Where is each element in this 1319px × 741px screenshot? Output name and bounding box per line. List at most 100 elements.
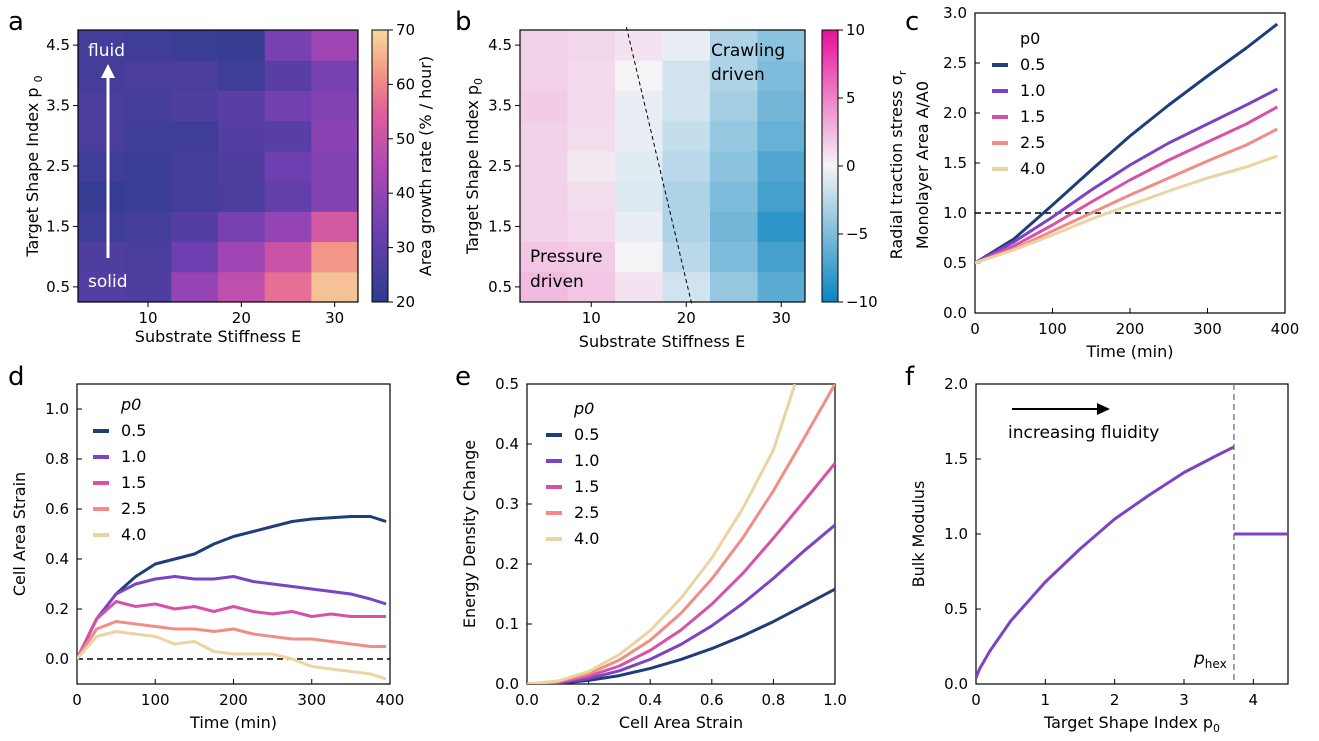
legend-label: 0.5 [1020,55,1045,74]
legend-label: 4.0 [574,529,599,548]
y-tick-label: 1.5 [488,217,512,235]
crawling-annotation-line2: driven [711,65,765,85]
y-tick-label: 3.0 [943,4,967,22]
y-tick-label: 2.0 [944,375,968,393]
heatmap-b-colorbar: −10 −5 0 5 10 [821,21,878,311]
heatmap-cell [757,60,806,91]
heatmap-cell [615,241,663,273]
panel-label-a: a [8,7,24,37]
colorbar-tick-label: 30 [396,239,415,257]
legend-label: 4.0 [121,525,146,544]
series-line-2.5 [77,620,387,660]
heatmap-cell [311,241,359,273]
heatmap-cell [218,211,266,243]
pressure-annotation-line2: driven [530,272,584,292]
legend-label: 1.0 [574,451,599,470]
heatmap-cell [662,60,711,91]
heatmap-cell [757,120,806,152]
x-tick-label: 100 [141,691,170,709]
heatmap-cell [78,30,126,61]
legend-label: 2.5 [121,499,146,518]
panel-b: 10 20 30 0.5 1.5 2.5 3.5 4.5 Crawling driven Pr… [463,21,878,351]
heatmap-cell [662,271,711,303]
y-tick-label: 1.0 [944,525,968,543]
heatmap-cell [78,211,126,243]
heatmap-cell [662,150,711,182]
x-axis-label: Time (min) [1086,342,1174,361]
heatmap-cell [757,181,806,212]
heatmap-cell [264,60,312,91]
colorbar-tick-label: 50 [396,130,415,148]
heatmap-cell [311,271,359,303]
heatmap-cell [567,120,616,152]
x-tick-label: 0 [970,320,980,338]
x-axis-label: Target Shape Index p0 [1043,713,1220,735]
x-tick-label: 0 [971,691,981,709]
heatmap-cell [710,60,758,91]
heatmap-a-xlabel: Substrate Stiffness E [135,327,301,346]
heatmap-cell [567,271,616,303]
y-tick-label: 0.4 [45,550,69,568]
heatmap-cell [520,150,568,182]
heatmap-cell [264,150,312,182]
heatmap-cell [567,241,616,273]
y-tick-label: 1.5 [46,217,70,235]
heatmap-cell [78,271,126,303]
fluidity-arrow-head [1097,403,1110,415]
crawling-annotation-line1: Crawling [711,41,785,61]
y-tick-label: 3.5 [488,97,512,115]
x-tick-label: 20 [232,309,251,327]
heatmap-cell [615,271,663,303]
series-line-4.0 [527,384,797,684]
heatmap-cell [171,271,219,303]
y-tick-label: 0.5 [46,278,70,296]
y-tick-label: 0.2 [495,555,519,573]
heatmap-cell [218,90,266,122]
heatmap-cell [78,60,126,91]
legend-label: 1.5 [1020,107,1045,126]
y-tick-label: 0.5 [943,254,967,272]
heatmap-cell [662,241,711,273]
colorbar-tick-label: −10 [846,293,878,311]
legend-label: 2.5 [1020,133,1045,152]
heatmap-cell [171,181,219,212]
legend-label: 4.0 [1020,159,1045,178]
heatmap-cell [567,150,616,182]
series-line-1.0 [975,87,1278,265]
heatmap-cell [78,120,126,152]
colorbar-tick-label: 10 [846,21,865,39]
series-line-2.5 [975,127,1278,265]
heatmap-cell [615,150,663,182]
heatmap-cell [171,30,219,61]
line-chart-f: 0 1 2 3 4 0.0 0.5 1.0 1.5 2.0 Target Shape Index p… [909,375,1289,735]
legend-label: 1.0 [121,447,146,466]
heatmap-cell [78,241,126,273]
heatmap-cell [710,241,758,273]
y-tick-label: 0.0 [45,650,69,668]
y-axis-label: Bulk Modulus [909,481,928,588]
heatmap-b-xlabel: Substrate Stiffness E [579,332,745,351]
x-tick-label: 300 [1193,320,1222,338]
panel-label-d: d [8,362,25,392]
colorbar-gradient [371,29,389,303]
heatmap-cell [124,211,172,243]
colorbar-tick-label: 60 [396,75,415,93]
heatmap-cell [124,150,172,182]
heatmap-cell [264,241,312,273]
heatmap-cell [710,30,758,61]
panel-e: 0.0 0.2 0.4 0.6 0.8 1.0 0.0 0.1 0.2 0.3 0.4 0.5 p0 0.… [460,375,847,732]
heatmap-cell [567,60,616,91]
y-tick-label: 4.5 [488,36,512,54]
heatmap-a-cells [78,30,359,303]
y-tick-label: 0.8 [45,450,69,468]
heatmap-cell [615,181,663,212]
heatmap-cell [78,181,126,212]
heatmap-cell [218,150,266,182]
legend-label: 0.5 [574,425,599,444]
x-tick-label: 0.4 [638,691,662,709]
x-tick-label: 1 [1041,691,1051,709]
y-axis-label: Energy Density Change [460,440,479,628]
colorbar-gradient [821,29,839,303]
panel-c: 0 100 200 300 400 0.0 0.5 1.0 1.5 2.0 2.5 3.0 p0 0.5 1… [887,4,1299,361]
